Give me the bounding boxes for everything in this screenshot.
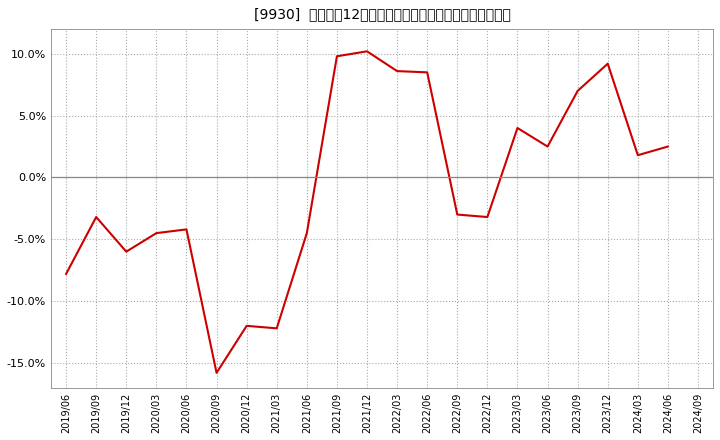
Title: [9930]  売上高の12か月移動合計の対前年同期増減率の推移: [9930] 売上高の12か月移動合計の対前年同期増減率の推移 xyxy=(253,7,510,21)
